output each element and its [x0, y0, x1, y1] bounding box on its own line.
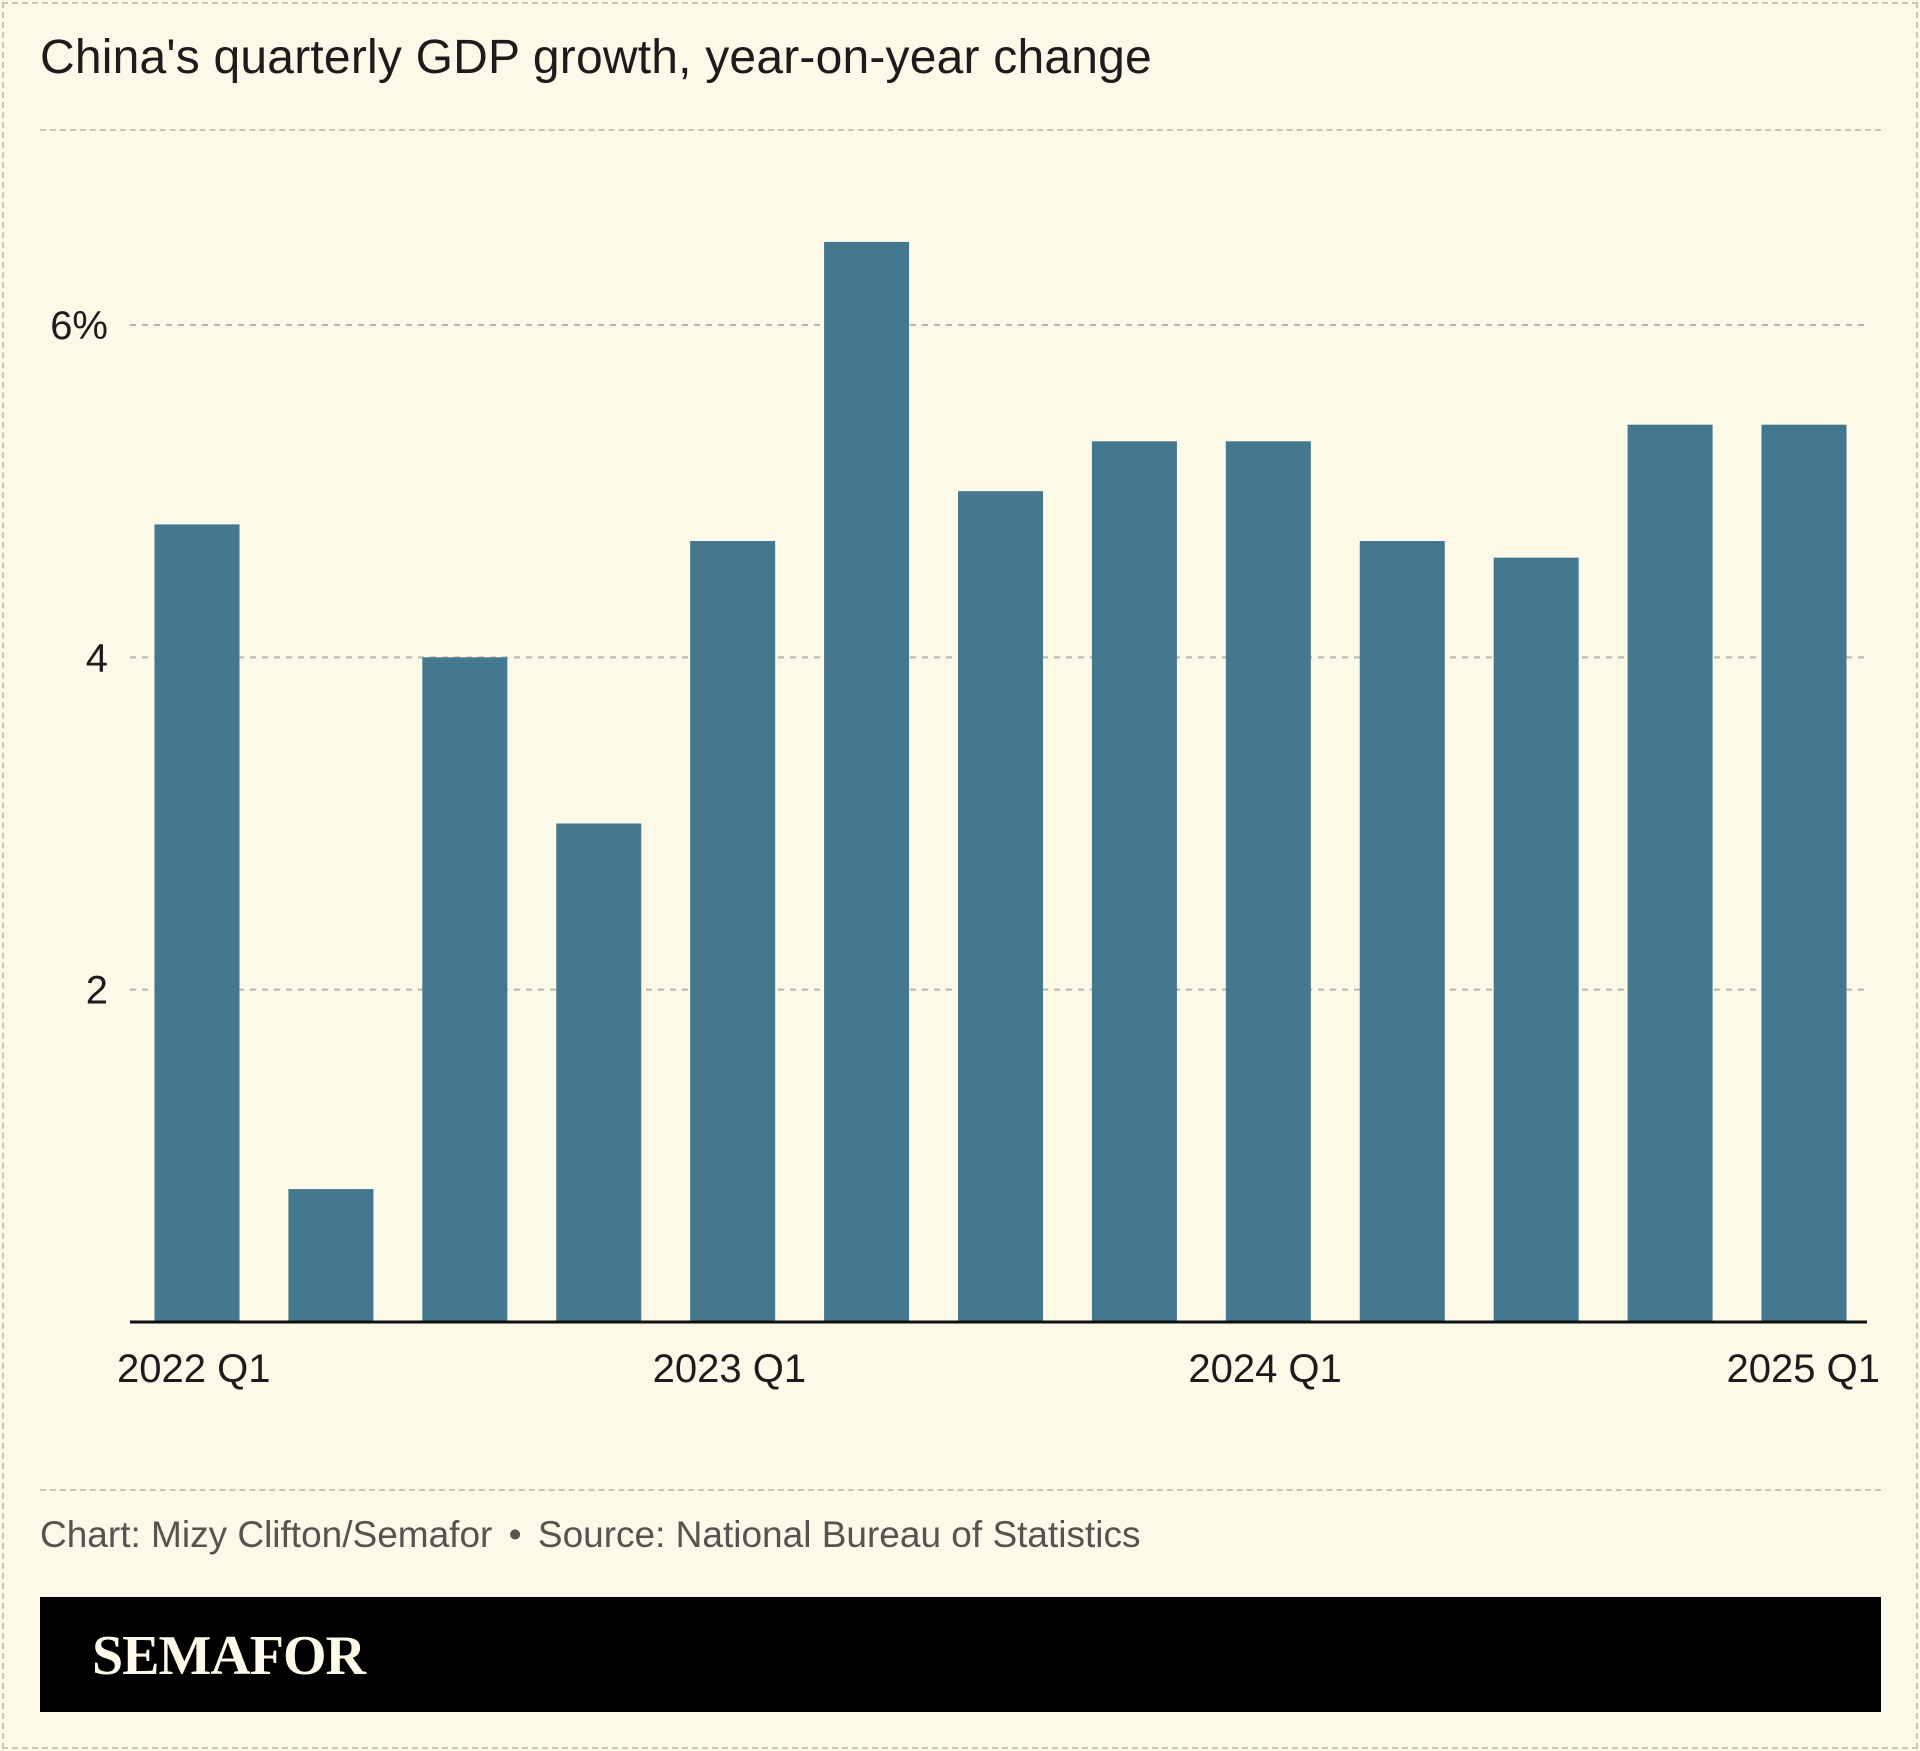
footer-credit: Chart: Mizy Clifton/Semafor • Source: Na…	[40, 1514, 1140, 1556]
y-tick-label: 2	[86, 969, 108, 1013]
semafor-logo: SEMAFOR	[92, 1625, 366, 1687]
footer-divider	[40, 1489, 1881, 1491]
bar-2023-q4	[1091, 441, 1177, 1323]
bar-2022-q1	[154, 524, 240, 1322]
bar-2023-q2	[824, 241, 910, 1323]
chart-credit: Chart: Mizy Clifton/Semafor	[40, 1514, 493, 1555]
bars	[154, 241, 1847, 1323]
bar-chart: 2 4 6% 2022 Q1 2023 Q1 2024 Q1 2025 Q1	[50, 241, 1880, 1391]
axes: 2 4 6% 2022 Q1 2023 Q1 2024 Q1 2025 Q1	[50, 304, 1880, 1391]
source-credit: Source: National Bureau of Statistics	[537, 1514, 1141, 1555]
bar-2022-q3	[422, 657, 508, 1322]
bar-2024-q4	[1627, 424, 1713, 1322]
x-tick-label: 2024 Q1	[1188, 1347, 1341, 1391]
bar-2024-q1	[1225, 441, 1311, 1323]
bar-2024-q2	[1359, 541, 1445, 1322]
bar-2023-q1	[690, 541, 776, 1322]
y-tick-label: 6%	[50, 304, 108, 348]
brand-bar: SEMAFOR	[40, 1597, 1881, 1712]
credit-separator: •	[508, 1514, 522, 1555]
x-tick-label: 2023 Q1	[653, 1347, 806, 1391]
x-tick-label: 2025 Q1	[1727, 1347, 1880, 1391]
y-tick-label: 4	[86, 636, 108, 680]
bar-2022-q2	[288, 1189, 374, 1322]
bar-2024-q3	[1493, 557, 1579, 1322]
bar-2025-q1	[1761, 424, 1847, 1322]
bar-2023-q3	[958, 491, 1043, 1323]
bar-2022-q4	[556, 823, 642, 1322]
title-divider	[40, 129, 1881, 131]
x-tick-label: 2022 Q1	[117, 1347, 270, 1391]
chart-title: China's quarterly GDP growth, year-on-ye…	[40, 31, 1152, 84]
